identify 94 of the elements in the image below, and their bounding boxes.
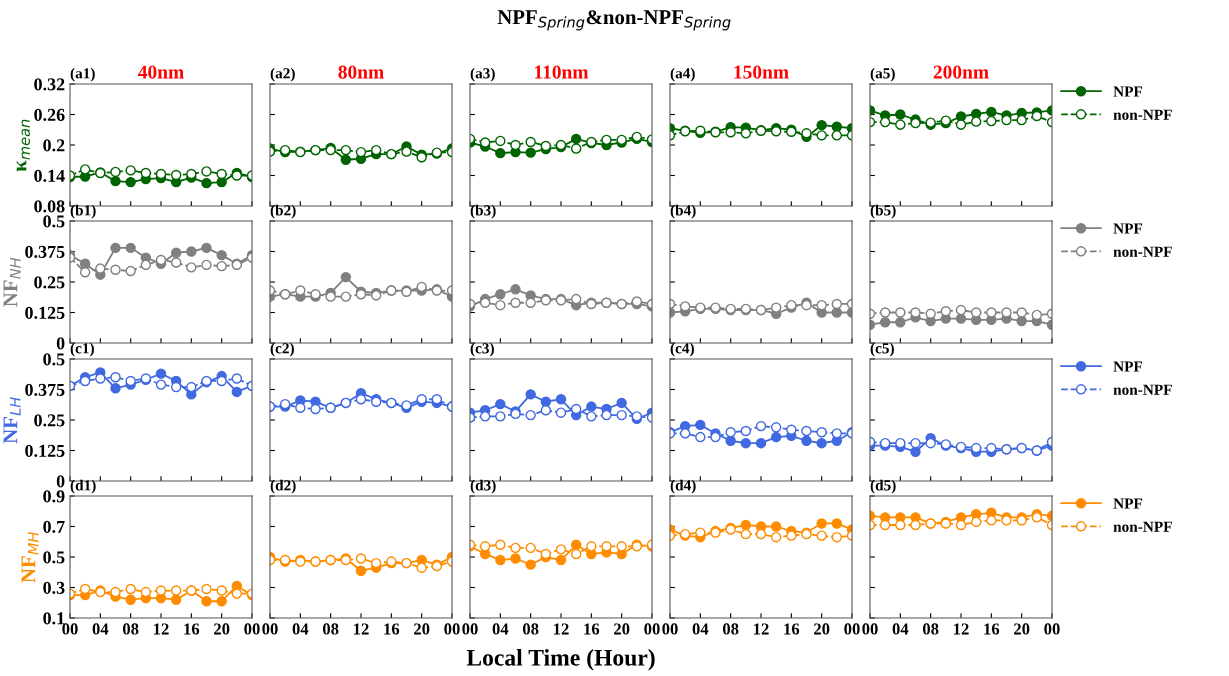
- x-tick-label: 12: [154, 623, 169, 635]
- x-tick-label: 08: [322, 623, 339, 635]
- y-axis-title: NF$_{LH}$: [3, 397, 21, 444]
- annotation: (b4): [670, 204, 696, 219]
- y-tick-label: 0.5: [43, 551, 65, 564]
- y-tick-label: 0.3: [43, 581, 65, 595]
- y-tick-label: 0.375: [25, 383, 65, 397]
- x-tick-label: 00: [862, 623, 878, 635]
- y-tick-label: 0.25: [34, 414, 65, 427]
- text: (a5): [870, 67, 895, 82]
- x-tick-label: 12: [754, 623, 769, 635]
- x-tick-label: 04: [292, 623, 309, 635]
- y-tick-label: 0.14: [34, 169, 65, 183]
- y-axis-title: NF$_{NH}$: [3, 257, 21, 307]
- x-tick-label: 12: [954, 623, 969, 635]
- x-tick-label: 00: [244, 623, 260, 635]
- chart-title: 200nm: [933, 65, 989, 79]
- x-tick-label: 20: [814, 623, 830, 635]
- y-tick-label: 0.26: [34, 108, 65, 122]
- x-tick-label: 08: [922, 623, 939, 635]
- chart-title: 150nm: [734, 65, 789, 79]
- x-tick-label: 08: [722, 623, 739, 635]
- y-tick-label: 0.125: [25, 444, 65, 458]
- y-axis-title: κ$_{mean}$: [16, 119, 30, 172]
- x-tick-label: 04: [892, 623, 909, 635]
- x-tick-label: 08: [122, 623, 139, 635]
- legend-label: NPF: [1113, 86, 1143, 97]
- chart-title: 110nm: [535, 65, 589, 79]
- y-axis-title: NF$_{MH}$: [21, 532, 39, 583]
- x-tick-label: 08: [522, 623, 539, 635]
- annotation: (b2): [270, 204, 296, 219]
- legend-label: NPF: [1113, 498, 1143, 509]
- x-tick-label: 04: [92, 623, 109, 635]
- x-tick-label: 00: [462, 623, 478, 635]
- annotation: (c1): [70, 342, 94, 357]
- y-tick-label: 0.5: [43, 215, 65, 228]
- text: (a2): [270, 67, 295, 82]
- annotation: (c3): [470, 342, 494, 357]
- x-axis-title: Local Time (Hour): [466, 649, 655, 671]
- chart-title: 40nm: [138, 65, 184, 79]
- y-tick-label: 0.08: [34, 200, 65, 213]
- annotation: (b5): [870, 204, 896, 219]
- x-tick-label: 00: [62, 623, 78, 635]
- annotation: (c2): [270, 342, 294, 357]
- annotation: (d5): [870, 479, 896, 494]
- y-tick-label: 0: [56, 337, 65, 350]
- x-tick-label: 00: [262, 623, 278, 635]
- y-tick-label: 0.25: [34, 276, 65, 289]
- legend-label: non-NPF: [1113, 246, 1172, 257]
- chart-title: 80nm: [338, 65, 384, 79]
- x-tick-label: 04: [492, 623, 509, 635]
- y-tick-label: 0.125: [25, 306, 65, 320]
- x-tick-label: 12: [354, 623, 369, 635]
- y-tick-label: 0.32: [34, 78, 65, 91]
- x-tick-label: 00: [1044, 623, 1060, 635]
- y-tick-label: 0.1: [43, 612, 65, 625]
- legend-label: non-NPF: [1113, 384, 1172, 395]
- legend-label: non-NPF: [1113, 521, 1172, 532]
- annotation: (b1): [70, 204, 96, 219]
- y-tick-label: 0.375: [25, 245, 65, 259]
- x-tick-label: 04: [692, 623, 709, 635]
- legend-label: non-NPF: [1113, 109, 1172, 120]
- annotation: (d1): [70, 479, 96, 494]
- legend-label: NPF: [1113, 223, 1143, 234]
- text: (a1): [70, 67, 95, 82]
- annotation: (d2): [270, 479, 296, 494]
- x-tick-label: 20: [614, 623, 630, 635]
- x-tick-label: 00: [644, 623, 660, 635]
- y-tick-label: 0: [56, 475, 65, 488]
- x-tick-label: 16: [384, 623, 400, 635]
- text: (a3): [470, 67, 495, 82]
- text: (a4): [670, 67, 695, 82]
- text: NPF$_{Spring}$&non-NPF$_{Spring}$: [497, 10, 731, 31]
- x-tick-label: 12: [554, 623, 569, 635]
- x-tick-label: 20: [1014, 623, 1030, 635]
- legend-label: NPF: [1113, 361, 1143, 372]
- x-tick-label: 16: [584, 623, 600, 635]
- annotation: (d3): [470, 479, 496, 494]
- x-tick-label: 20: [414, 623, 430, 635]
- x-tick-label: 16: [984, 623, 1000, 635]
- x-tick-label: 16: [184, 623, 200, 635]
- y-tick-label: 0.7: [43, 520, 65, 534]
- x-tick-label: 20: [214, 623, 230, 635]
- annotation: (c5): [870, 342, 894, 357]
- y-tick-label: 0.5: [43, 353, 65, 366]
- annotation: (d4): [670, 479, 696, 494]
- y-tick-label: 0.2: [43, 139, 65, 152]
- x-tick-label: 16: [784, 623, 800, 635]
- x-tick-label: 00: [844, 623, 860, 635]
- annotation: (c4): [670, 342, 694, 357]
- x-tick-label: 00: [662, 623, 678, 635]
- y-tick-label: 0.9: [43, 490, 65, 503]
- annotation: (b3): [470, 204, 496, 219]
- x-tick-label: 00: [444, 623, 460, 635]
